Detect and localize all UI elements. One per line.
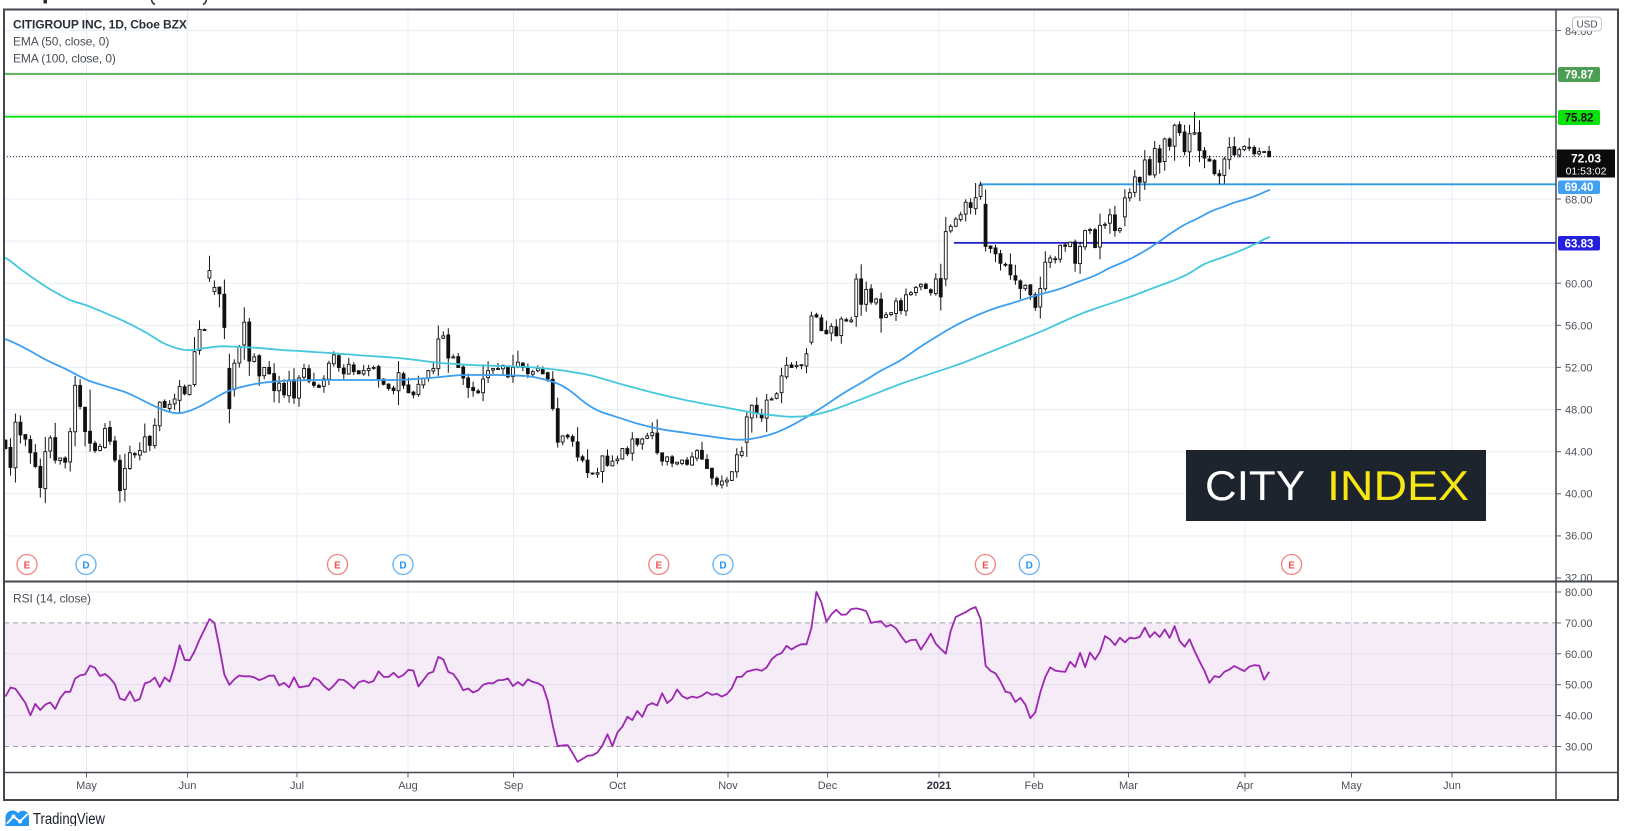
svg-text:D: D xyxy=(399,561,406,572)
svg-text:60.00: 60.00 xyxy=(1565,649,1593,661)
svg-text:40.00: 40.00 xyxy=(1565,711,1593,723)
svg-text:Sep: Sep xyxy=(504,780,524,792)
svg-text:Mar: Mar xyxy=(1119,780,1138,792)
svg-text:Feb: Feb xyxy=(1025,780,1044,792)
svg-text:EMA (50, close, 0): EMA (50, close, 0) xyxy=(13,35,109,49)
svg-text:EMA (100, close, 0): EMA (100, close, 0) xyxy=(13,52,116,66)
svg-text:80.00: 80.00 xyxy=(1565,587,1593,599)
svg-text:USD: USD xyxy=(1576,20,1597,31)
svg-text:Oct: Oct xyxy=(609,780,626,792)
svg-text:63.83: 63.83 xyxy=(1565,239,1594,251)
svg-text:56.00: 56.00 xyxy=(1565,321,1593,333)
svg-text:E: E xyxy=(1288,561,1295,572)
svg-text:50.00: 50.00 xyxy=(1565,680,1593,692)
svg-text:01:53:02: 01:53:02 xyxy=(1566,166,1607,178)
svg-text:INDEX: INDEX xyxy=(1327,462,1469,509)
svg-text:CITY: CITY xyxy=(1205,462,1305,509)
svg-text:Apr: Apr xyxy=(1236,780,1253,792)
svg-text:60.00: 60.00 xyxy=(1565,279,1593,291)
svg-text:36.00: 36.00 xyxy=(1565,531,1593,543)
svg-text:48.00: 48.00 xyxy=(1565,405,1593,417)
svg-text:May: May xyxy=(76,780,97,792)
svg-text:32.00: 32.00 xyxy=(1565,573,1593,585)
svg-text:E: E xyxy=(24,561,31,572)
svg-text:RSI (14, close): RSI (14, close) xyxy=(13,592,91,606)
svg-text:Dec: Dec xyxy=(818,780,838,792)
svg-text:68.00: 68.00 xyxy=(1565,195,1593,207)
svg-text:CITIGROUP INC, 1D, Cboe BZX: CITIGROUP INC, 1D, Cboe BZX xyxy=(13,18,187,32)
svg-text:E: E xyxy=(334,561,341,572)
svg-text:70.00: 70.00 xyxy=(1565,618,1593,630)
svg-text:D: D xyxy=(1026,561,1033,572)
svg-text:72.03: 72.03 xyxy=(1571,152,1601,166)
svg-text:Nov: Nov xyxy=(718,780,738,792)
svg-text:E: E xyxy=(655,561,662,572)
svg-text:E: E xyxy=(982,561,989,572)
svg-text:TradingView: TradingView xyxy=(33,811,106,826)
svg-text:75.82: 75.82 xyxy=(1565,113,1594,125)
svg-text:79.87: 79.87 xyxy=(1565,70,1594,82)
svg-text:69.40: 69.40 xyxy=(1565,182,1594,194)
svg-text:Jun: Jun xyxy=(179,780,197,792)
svg-text:40.00: 40.00 xyxy=(1565,489,1593,501)
svg-text:30.00: 30.00 xyxy=(1565,742,1593,754)
svg-text:Jun: Jun xyxy=(1443,780,1461,792)
svg-text:44.00: 44.00 xyxy=(1565,447,1593,459)
svg-text:Jul: Jul xyxy=(290,780,304,792)
svg-text:May: May xyxy=(1341,780,1362,792)
svg-text:Aug: Aug xyxy=(398,780,418,792)
svg-text:2021: 2021 xyxy=(927,780,951,792)
svg-text:D: D xyxy=(719,561,726,572)
svg-text:52.00: 52.00 xyxy=(1565,363,1593,375)
svg-text:D: D xyxy=(82,561,89,572)
